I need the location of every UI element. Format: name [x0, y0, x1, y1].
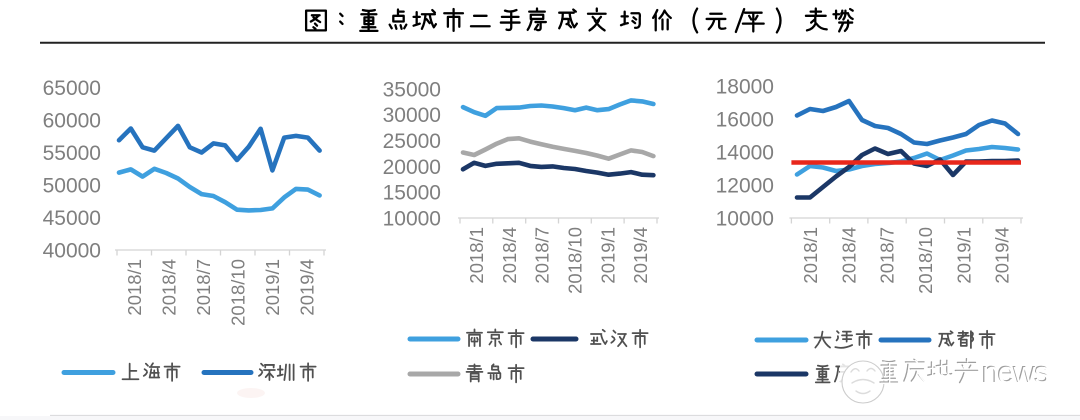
svg-text:2018/10: 2018/10: [565, 227, 586, 294]
svg-text:news: news: [982, 355, 1049, 390]
svg-text:20000: 20000: [383, 156, 441, 179]
svg-text:2018/10: 2018/10: [915, 227, 936, 294]
svg-text:2018/7: 2018/7: [193, 259, 214, 316]
svg-text:10000: 10000: [716, 207, 774, 230]
svg-text:2018/4: 2018/4: [158, 259, 179, 316]
svg-text:news: news: [981, 354, 1048, 389]
svg-text:12000: 12000: [716, 174, 774, 197]
svg-text:18000: 18000: [716, 75, 774, 98]
svg-text:10000: 10000: [383, 207, 441, 230]
svg-text:55000: 55000: [43, 142, 101, 165]
svg-text:25000: 25000: [383, 130, 441, 153]
svg-text:60000: 60000: [43, 109, 101, 132]
svg-text:2018/7: 2018/7: [877, 227, 898, 284]
svg-text:2018/10: 2018/10: [227, 259, 248, 326]
svg-text:2019/1: 2019/1: [597, 227, 618, 284]
svg-text:35000: 35000: [383, 78, 441, 101]
svg-text:2018/4: 2018/4: [499, 227, 520, 284]
svg-text:14000: 14000: [716, 141, 774, 164]
svg-text:45000: 45000: [43, 207, 101, 230]
svg-text:2018/7: 2018/7: [532, 227, 553, 284]
svg-text:50000: 50000: [43, 174, 101, 197]
svg-text:2018/1: 2018/1: [124, 259, 145, 316]
svg-text:2019/4: 2019/4: [992, 227, 1013, 284]
svg-text:40000: 40000: [43, 239, 101, 262]
svg-text:2019/4: 2019/4: [630, 227, 651, 284]
svg-text:16000: 16000: [716, 108, 774, 131]
svg-text:2018/1: 2018/1: [800, 227, 821, 284]
svg-text:2019/1: 2019/1: [262, 259, 283, 316]
svg-text:2018/1: 2018/1: [466, 227, 487, 284]
svg-text:2018/4: 2018/4: [839, 227, 860, 284]
svg-text:2019/1: 2019/1: [953, 227, 974, 284]
svg-text:65000: 65000: [43, 77, 101, 100]
svg-text:30000: 30000: [383, 104, 441, 127]
svg-text:15000: 15000: [383, 182, 441, 205]
svg-text:2019/4: 2019/4: [296, 259, 317, 316]
